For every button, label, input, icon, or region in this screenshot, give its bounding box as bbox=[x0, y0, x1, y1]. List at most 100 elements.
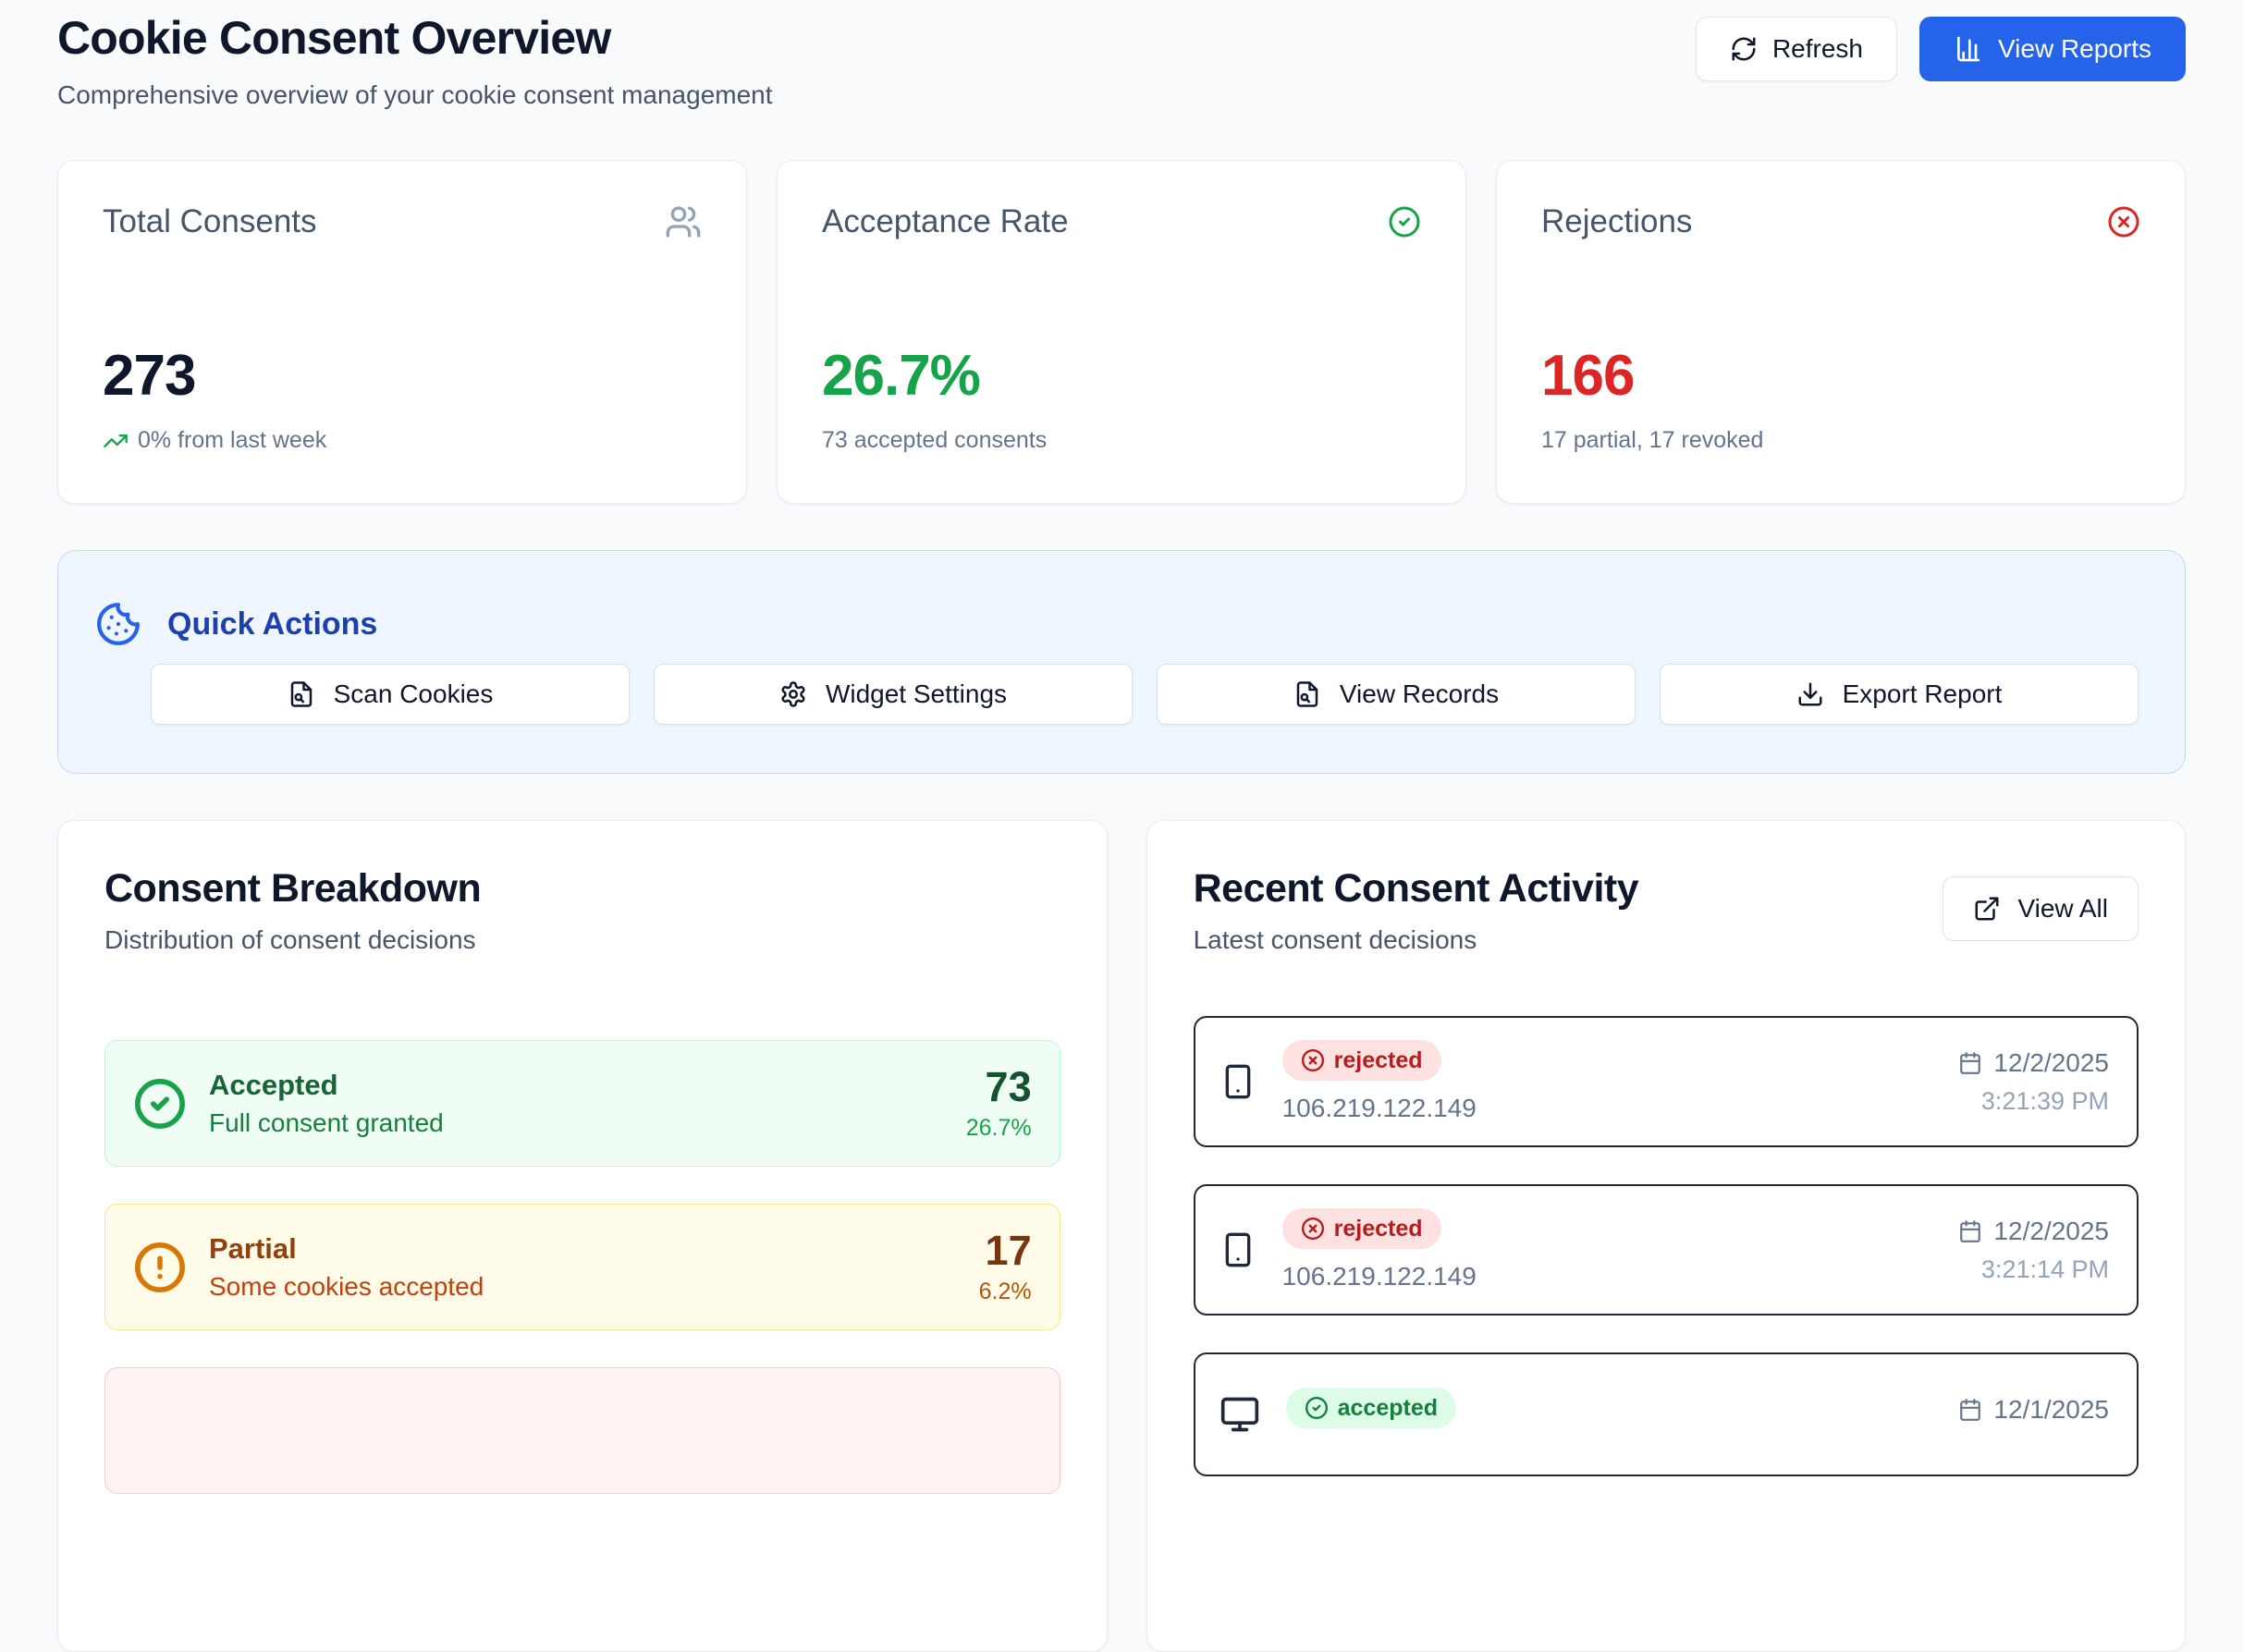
bottom-section: Consent Breakdown Distribution of consen… bbox=[57, 820, 2186, 1652]
header: Cookie Consent Overview Comprehensive ov… bbox=[57, 13, 2186, 110]
activity-date-label: 12/1/2025 bbox=[1993, 1395, 2109, 1425]
stat-card-total-consents: Total Consents 273 0% from last week bbox=[57, 160, 747, 504]
activity-date: 12/2/2025 bbox=[1958, 1048, 2109, 1078]
activity-items: rejected 106.219.122.149 12/2/2025 3:21:… bbox=[1193, 1016, 2139, 1477]
stat-card-acceptance-rate: Acceptance Rate 26.7% 73 accepted consen… bbox=[777, 160, 1466, 504]
check-circle-icon bbox=[1305, 1397, 1328, 1420]
view-reports-button[interactable]: View Reports bbox=[1918, 17, 2186, 81]
activity-title: Recent Consent Activity bbox=[1193, 866, 1639, 911]
trending-up-icon bbox=[104, 434, 128, 447]
activity-item: rejected 106.219.122.149 12/2/2025 3:21:… bbox=[1193, 1016, 2139, 1148]
stat-card-rejections: Rejections 166 17 partial, 17 revoked bbox=[1496, 160, 2186, 504]
breakdown-row-percent: 6.2% bbox=[978, 1278, 1032, 1304]
calendar-icon bbox=[1960, 1051, 1981, 1074]
activity-time: 3:21:14 PM bbox=[1980, 1254, 2109, 1283]
check-circle-icon bbox=[135, 1078, 185, 1129]
bar-chart-icon bbox=[1956, 36, 1979, 62]
breakdown-row-partial: Partial Some cookies accepted 17 6.2% bbox=[104, 1204, 1060, 1331]
breakdown-row-label: Partial bbox=[209, 1232, 297, 1266]
activity-date-label: 12/2/2025 bbox=[1993, 1216, 2109, 1245]
quick-actions-buttons: Scan Cookies Widget Settings View Record… bbox=[151, 664, 2139, 725]
status-badge-label: accepted bbox=[1337, 1395, 1438, 1422]
calendar-icon bbox=[1960, 1219, 1981, 1242]
cookie-consent-dashboard: Cookie Consent Overview Comprehensive ov… bbox=[57, 13, 2186, 1652]
x-circle-icon bbox=[2108, 206, 2139, 238]
breakdown-rows: Accepted Full consent granted 73 26.7% P… bbox=[104, 1040, 1060, 1495]
refresh-label: Refresh bbox=[1771, 34, 1863, 63]
widget-settings-button[interactable]: Widget Settings bbox=[654, 664, 1133, 725]
view-records-label: View Records bbox=[1339, 679, 1500, 708]
gear-icon bbox=[781, 681, 805, 707]
view-records-button[interactable]: View Records bbox=[1157, 664, 1636, 725]
ip-address: 106.219.122.149 bbox=[1281, 1094, 1477, 1123]
status-badge: rejected bbox=[1281, 1208, 1441, 1250]
stat-subtext: 0% from last week bbox=[103, 427, 702, 454]
view-all-button[interactable]: View All bbox=[1943, 876, 2139, 941]
x-circle-icon bbox=[1301, 1218, 1324, 1241]
file-search-icon bbox=[290, 681, 312, 707]
header-titles: Cookie Consent Overview Comprehensive ov… bbox=[57, 13, 773, 110]
stat-subtext: 73 accepted consents bbox=[822, 427, 1421, 454]
quick-actions-title: Quick Actions bbox=[167, 606, 378, 642]
activity-subtitle: Latest consent decisions bbox=[1193, 925, 1477, 955]
scan-cookies-button[interactable]: Scan Cookies bbox=[151, 664, 630, 725]
breakdown-row-count: 73 bbox=[985, 1062, 1032, 1110]
stat-subtext-label: 0% from last week bbox=[138, 427, 327, 453]
external-link-icon bbox=[1975, 897, 1999, 921]
monitor-icon bbox=[1220, 1397, 1258, 1432]
smartphone-icon bbox=[1225, 1064, 1250, 1099]
activity-item: accepted 12/1/2025 bbox=[1193, 1352, 2139, 1477]
ip-address: 106.219.122.149 bbox=[1281, 1262, 1477, 1291]
stat-title: Total Consents bbox=[103, 203, 317, 239]
breakdown-row-rejected bbox=[104, 1367, 1060, 1495]
view-all-label: View All bbox=[2017, 894, 2108, 923]
stat-cards: Total Consents 273 0% from last week Acc… bbox=[57, 160, 2186, 504]
page-title: Cookie Consent Overview bbox=[57, 12, 611, 64]
stat-title: Rejections bbox=[1541, 203, 1693, 239]
stat-subtext-label: 17 partial, 17 revoked bbox=[1541, 427, 1764, 453]
stat-title: Acceptance Rate bbox=[822, 203, 1069, 239]
breakdown-row-label: Accepted bbox=[209, 1069, 338, 1102]
export-report-button[interactable]: Export Report bbox=[1660, 664, 2139, 725]
quick-actions-panel: Quick Actions Scan Cookies Widget Settin… bbox=[57, 550, 2186, 774]
widget-settings-label: Widget Settings bbox=[825, 679, 1008, 708]
x-circle-icon bbox=[1301, 1049, 1324, 1072]
breakdown-subtitle: Distribution of consent decisions bbox=[104, 925, 476, 955]
consent-breakdown-card: Consent Breakdown Distribution of consen… bbox=[57, 820, 1108, 1652]
stat-subtext-label: 73 accepted consents bbox=[822, 427, 1048, 453]
refresh-button[interactable]: Refresh bbox=[1695, 17, 1897, 81]
export-report-label: Export Report bbox=[1842, 679, 2003, 708]
activity-date: 12/1/2025 bbox=[1958, 1395, 2109, 1425]
status-badge-label: rejected bbox=[1333, 1216, 1423, 1242]
activity-titles: Recent Consent Activity Latest consent d… bbox=[1193, 866, 1639, 955]
download-icon bbox=[1798, 682, 1822, 706]
breakdown-row-percent: 26.7% bbox=[965, 1114, 1032, 1141]
breakdown-row-accepted: Accepted Full consent granted 73 26.7% bbox=[104, 1040, 1060, 1168]
file-search-icon bbox=[1296, 681, 1318, 707]
page-subtitle: Comprehensive overview of your cookie co… bbox=[57, 80, 773, 109]
status-badge-label: rejected bbox=[1333, 1047, 1423, 1074]
breakdown-row-description: Some cookies accepted bbox=[209, 1272, 484, 1302]
breakdown-title: Consent Breakdown bbox=[104, 866, 482, 911]
stat-value: 166 bbox=[1541, 344, 1635, 408]
recent-activity-card: Recent Consent Activity Latest consent d… bbox=[1146, 820, 2186, 1652]
stat-subtext: 17 partial, 17 revoked bbox=[1541, 427, 2140, 454]
stat-value: 26.7% bbox=[822, 344, 981, 408]
check-circle-icon bbox=[1389, 206, 1420, 238]
breakdown-row-count: 17 bbox=[985, 1226, 1032, 1274]
refresh-icon bbox=[1732, 37, 1756, 61]
header-actions: Refresh View Reports bbox=[1695, 17, 2186, 81]
scan-cookies-label: Scan Cookies bbox=[333, 679, 494, 708]
status-badge: rejected bbox=[1281, 1040, 1441, 1082]
smartphone-icon bbox=[1225, 1232, 1250, 1267]
status-badge: accepted bbox=[1285, 1388, 1456, 1429]
view-reports-label: View Reports bbox=[1997, 34, 2151, 63]
breakdown-row-description: Full consent granted bbox=[209, 1108, 444, 1138]
activity-time: 3:21:39 PM bbox=[1980, 1086, 2109, 1115]
activity-date: 12/2/2025 bbox=[1958, 1217, 2109, 1246]
quick-actions-header: Quick Actions bbox=[95, 601, 2139, 647]
alert-circle-icon bbox=[135, 1242, 185, 1292]
calendar-icon bbox=[1960, 1399, 1981, 1422]
stat-value: 273 bbox=[103, 344, 196, 408]
users-icon bbox=[666, 206, 701, 238]
